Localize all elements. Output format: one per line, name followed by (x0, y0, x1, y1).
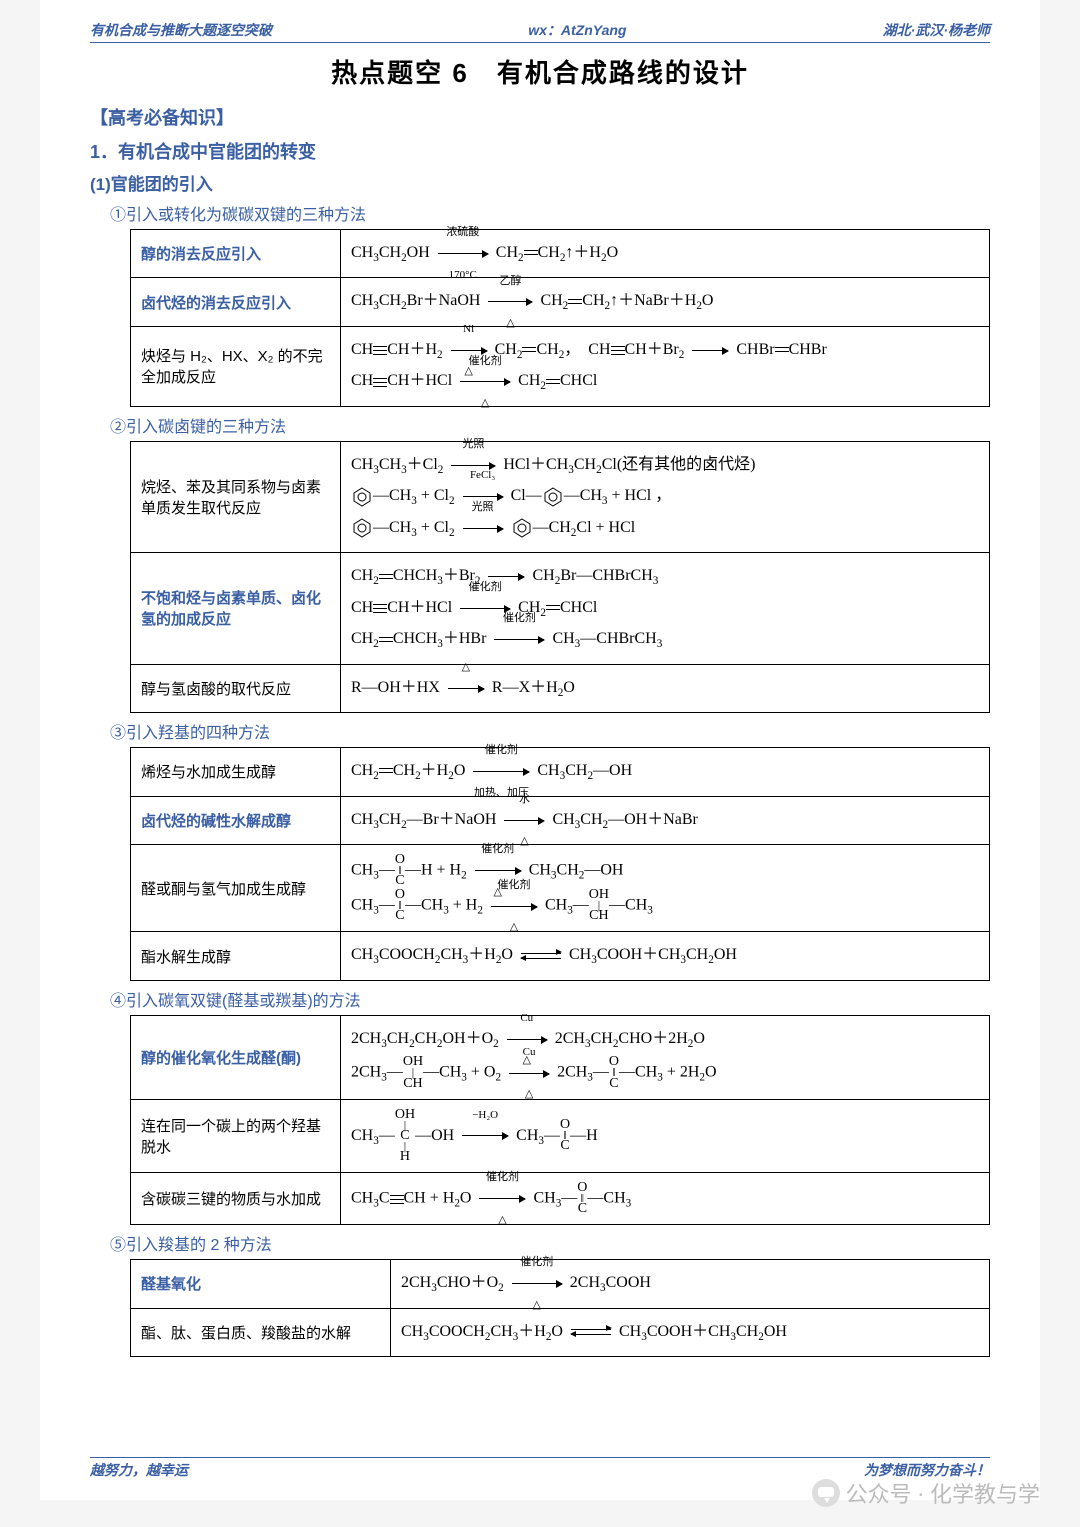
watermark-text: 公众号 · 化学教与学 (846, 1477, 1040, 1509)
table-2: 烷烃、苯及其同系物与卤素单质发生取代反应 CH3CH3＋Cl2 光照 HCl＋C… (130, 441, 990, 713)
cell-label: 不饱和烃与卤素单质、卤化氢的加成反应 (131, 553, 341, 664)
cell-equation: CH3CH2—Br＋NaOH 水△ CH3CH2—OH＋NaBr (341, 796, 990, 844)
header-right: 湖北·武汉·杨老师 (883, 20, 990, 40)
cell-equation: CH3CH2OH 浓硫酸170°C CH2CH2↑＋H2O (341, 230, 990, 278)
table-row: 卤代烃的消去反应引入 CH3CH2Br＋NaOH 乙醇△ CH2CH2↑＋NaB… (131, 278, 990, 326)
cell-label: 炔烃与 H₂、HX、X₂ 的不完全加成反应 (131, 326, 341, 406)
page-header: 有机合成与推断大题逐空突破 wx：AtZnYang 湖北·武汉·杨老师 (90, 20, 990, 43)
table-row: 炔烃与 H₂、HX、X₂ 的不完全加成反应 CHCH＋H2 Ni△ CH2CH2… (131, 326, 990, 406)
header-left: 有机合成与推断大题逐空突破 (90, 20, 272, 40)
table-row: 醇的消去反应引入 CH3CH2OH 浓硫酸170°C CH2CH2↑＋H2O (131, 230, 990, 278)
table-row: 醇与氢卤酸的取代反应 R—OH＋HX △ R—X＋H2O (131, 664, 990, 712)
wechat-icon (812, 1479, 840, 1507)
benzene-icon (351, 518, 373, 538)
header-mid: wx：AtZnYang (528, 20, 626, 40)
cell-label: 烯烃与水加成生成醇 (131, 748, 341, 796)
cell-equation: CH3—OH|C|H—OH −H₂O CH3—O‖C—H (341, 1099, 990, 1172)
footer-left: 越努力，越幸运 (90, 1460, 188, 1480)
table-row: 醛或酮与氢气加成生成醇 CH3—O‖C—H + H2 催化剂△ CH3CH2—O… (131, 845, 990, 932)
cell-equation: CH2CH2＋H2O 催化剂加热、加压 CH3CH2—OH (341, 748, 990, 796)
benzene-icon (542, 487, 564, 507)
heading-2: (1)官能团的引入 (90, 170, 990, 195)
cell-label: 醛或酮与氢气加成生成醇 (131, 845, 341, 932)
table-row: 烷烃、苯及其同系物与卤素单质发生取代反应 CH3CH3＋Cl2 光照 HCl＋C… (131, 441, 990, 552)
table-row: 连在同一个碳上的两个羟基脱水 CH3—OH|C|H—OH −H₂O CH3—O‖… (131, 1099, 990, 1172)
cell-equation: 2CH3CH2CH2OH＋O2 Cu△ 2CH3CH2CHO＋2H2O 2CH3… (341, 1015, 990, 1099)
section-tag: 【高考必备知识】 (90, 104, 990, 130)
table-row: 烯烃与水加成生成醇 CH2CH2＋H2O 催化剂加热、加压 CH3CH2—OH (131, 748, 990, 796)
subheading-4: ④引入碳氧双键(醛基或羰基)的方法 (110, 987, 990, 1011)
page-title: 热点题空 6 有机合成路线的设计 (90, 53, 990, 90)
cell-equation: 2CH3CHO＋O2 催化剂△ 2CH3COOH (391, 1260, 990, 1308)
subheading-2: ②引入碳卤键的三种方法 (110, 413, 990, 437)
cell-label: 醇的消去反应引入 (131, 230, 341, 278)
subheading-3: ③引入羟基的四种方法 (110, 719, 990, 743)
cell-equation: CH3COOCH2CH3＋H2O CH3COOH＋CH3CH2OH (391, 1308, 990, 1356)
watermark: 公众号 · 化学教与学 (812, 1477, 1040, 1509)
cell-equation: CH3CH3＋Cl2 光照 HCl＋CH3CH2Cl(还有其他的卤代烃) —CH… (341, 441, 990, 552)
cell-label: 酯水解生成醇 (131, 932, 341, 980)
cell-label: 连在同一个碳上的两个羟基脱水 (131, 1099, 341, 1172)
cell-label: 含碳碳三键的物质与水加成 (131, 1172, 341, 1224)
cell-label: 烷烃、苯及其同系物与卤素单质发生取代反应 (131, 441, 341, 552)
cell-equation: CHCH＋H2 Ni△ CH2CH2， CHCH＋Br2 CHBrCHBr CH… (341, 326, 990, 406)
cell-equation: CH2CHCH3＋Br2 CH2Br—CHBrCH3 CHCH＋HCl 催化剂 … (341, 553, 990, 664)
table-3: 烯烃与水加成生成醇 CH2CH2＋H2O 催化剂加热、加压 CH3CH2—OH … (130, 747, 990, 981)
table-row: 酯、肽、蛋白质、羧酸盐的水解 CH3COOCH2CH3＋H2O CH3COOH＋… (131, 1308, 990, 1356)
cell-equation: CH3CH2Br＋NaOH 乙醇△ CH2CH2↑＋NaBr＋H2O (341, 278, 990, 326)
cell-label: 醇的催化氧化生成醛(酮) (131, 1015, 341, 1099)
cell-label: 醛基氧化 (131, 1260, 391, 1308)
cell-equation: CH3CCH + H2O 催化剂△ CH3—O‖C—CH3 (341, 1172, 990, 1224)
cell-label: 卤代烃的碱性水解成醇 (131, 796, 341, 844)
cell-label: 醇与氢卤酸的取代反应 (131, 664, 341, 712)
cell-label: 卤代烃的消去反应引入 (131, 278, 341, 326)
heading-1: 1．有机合成中官能团的转变 (90, 138, 990, 164)
table-4: 醇的催化氧化生成醛(酮) 2CH3CH2CH2OH＋O2 Cu△ 2CH3CH2… (130, 1015, 990, 1225)
benzene-icon (511, 518, 533, 538)
table-row: 卤代烃的碱性水解成醇 CH3CH2—Br＋NaOH 水△ CH3CH2—OH＋N… (131, 796, 990, 844)
subheading-1: ①引入或转化为碳碳双键的三种方法 (110, 201, 990, 225)
cell-equation: CH3COOCH2CH3＋H2O CH3COOH＋CH3CH2OH (341, 932, 990, 980)
table-row: 醛基氧化 2CH3CHO＋O2 催化剂△ 2CH3COOH (131, 1260, 990, 1308)
benzene-icon (351, 487, 373, 507)
document-page: 有机合成与推断大题逐空突破 wx：AtZnYang 湖北·武汉·杨老师 热点题空… (40, 0, 1040, 1500)
table-row: 不饱和烃与卤素单质、卤化氢的加成反应 CH2CHCH3＋Br2 CH2Br—CH… (131, 553, 990, 664)
table-row: 酯水解生成醇 CH3COOCH2CH3＋H2O CH3COOH＋CH3CH2OH (131, 932, 990, 980)
cell-equation: CH3—O‖C—H + H2 催化剂△ CH3CH2—OH CH3—O‖C—CH… (341, 845, 990, 932)
table-1: 醇的消去反应引入 CH3CH2OH 浓硫酸170°C CH2CH2↑＋H2O 卤… (130, 229, 990, 407)
cell-label: 酯、肽、蛋白质、羧酸盐的水解 (131, 1308, 391, 1356)
table-row: 醇的催化氧化生成醛(酮) 2CH3CH2CH2OH＋O2 Cu△ 2CH3CH2… (131, 1015, 990, 1099)
subheading-5: ⑤引入羧基的 2 种方法 (110, 1231, 990, 1255)
table-5: 醛基氧化 2CH3CHO＋O2 催化剂△ 2CH3COOH 酯、肽、蛋白质、羧酸… (130, 1259, 990, 1357)
table-row: 含碳碳三键的物质与水加成 CH3CCH + H2O 催化剂△ CH3—O‖C—C… (131, 1172, 990, 1224)
cell-equation: R—OH＋HX △ R—X＋H2O (341, 664, 990, 712)
